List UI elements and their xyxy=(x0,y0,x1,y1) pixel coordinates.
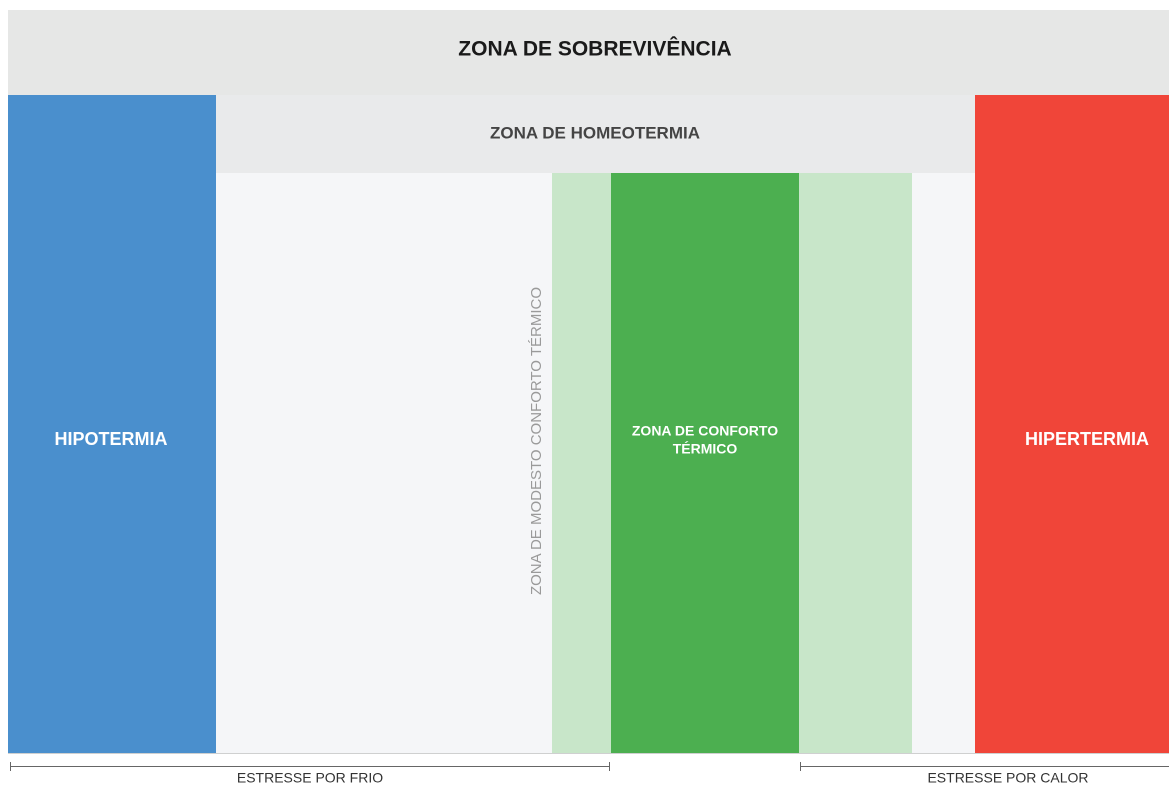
comfort-band xyxy=(611,173,799,753)
hypothermia-band xyxy=(8,95,216,753)
hypothermia-label: HIPOTERMIA xyxy=(54,429,167,449)
hyperthermia-label: HIPERTERMIA xyxy=(1025,429,1149,449)
survival-label: ZONA DE SOBREVIVÊNCIA xyxy=(458,37,731,61)
cold-bracket xyxy=(10,762,610,771)
hyperthermia-band xyxy=(975,95,1169,753)
cold-stress-label: ESTRESSE POR FRIO xyxy=(237,770,383,786)
comfort-label: TÉRMICO xyxy=(673,441,738,457)
modest-comfort-left xyxy=(552,173,611,753)
modest-comfort-label: ZONA DE MODESTO CONFORTO TÉRMICO xyxy=(528,287,545,595)
modest-comfort-right xyxy=(799,173,912,753)
heat-stress-label: ESTRESSE POR CALOR xyxy=(927,770,1088,786)
heat-bracket xyxy=(800,762,1169,771)
homeothermy-label: ZONA DE HOMEOTERMIA xyxy=(490,123,700,142)
survival-band xyxy=(8,10,1169,95)
comfort-label: ZONA DE CONFORTO xyxy=(632,423,778,439)
homeothermy-band xyxy=(216,95,975,173)
